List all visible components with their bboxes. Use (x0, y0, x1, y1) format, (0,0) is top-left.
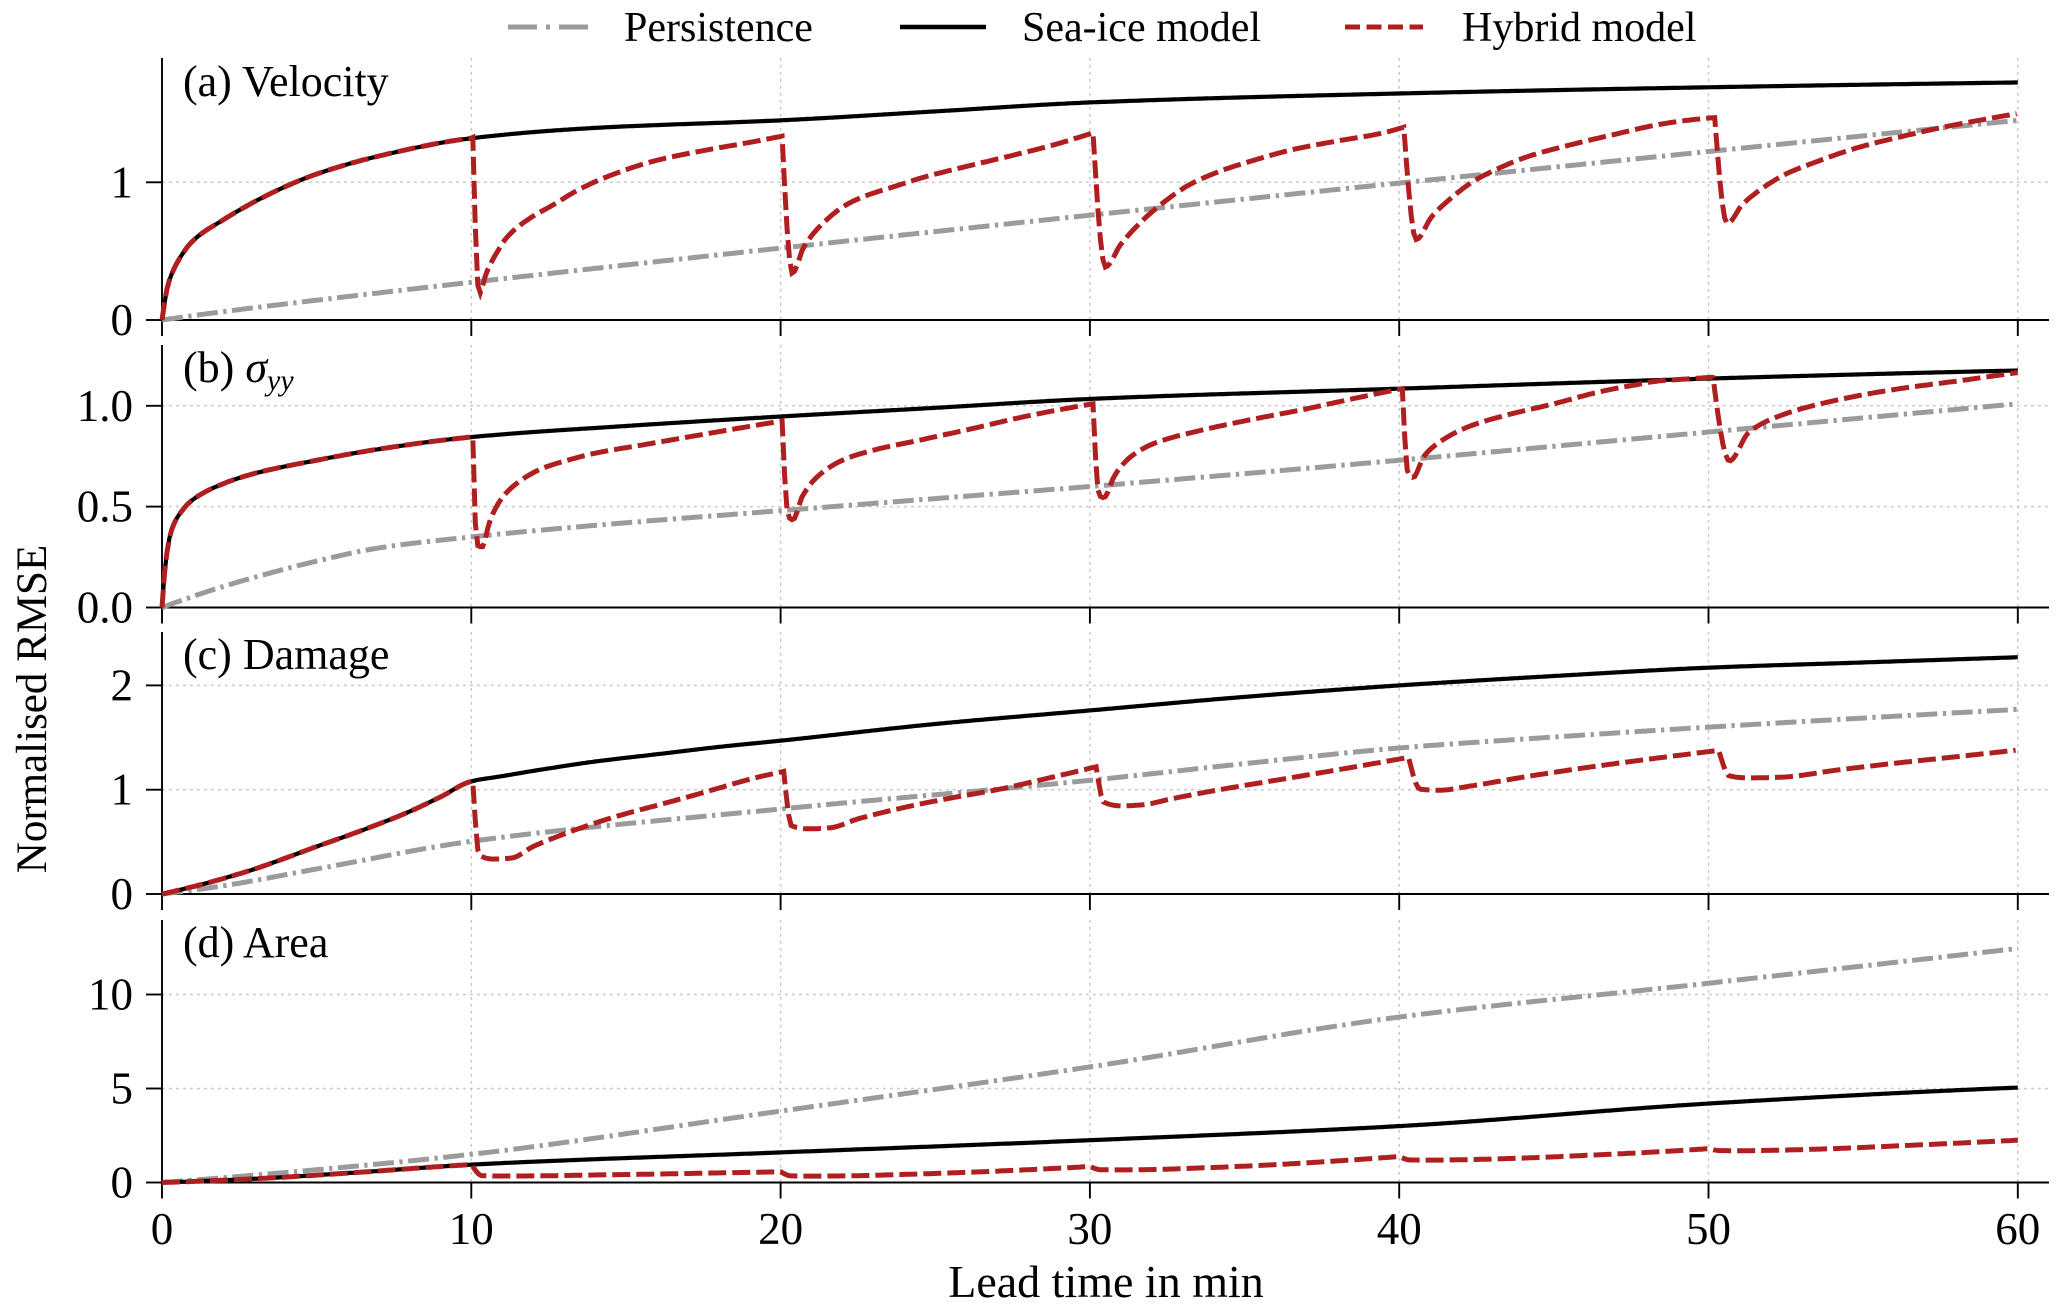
svg-text:(d) Area: (d) Area (183, 918, 328, 967)
svg-text:1.0: 1.0 (77, 381, 133, 431)
svg-text:Sea-ice model: Sea-ice model (1022, 5, 1261, 51)
svg-text:0.5: 0.5 (77, 482, 133, 532)
svg-text:10: 10 (88, 970, 133, 1020)
svg-text:Lead time in min: Lead time in min (948, 1256, 1264, 1307)
svg-text:2: 2 (111, 660, 134, 710)
svg-text:0: 0 (111, 869, 134, 919)
svg-text:20: 20 (758, 1204, 803, 1254)
svg-text:0.0: 0.0 (77, 583, 133, 633)
svg-text:40: 40 (1377, 1204, 1422, 1254)
svg-text:5: 5 (111, 1064, 134, 1114)
svg-text:1: 1 (111, 765, 134, 815)
svg-text:1: 1 (111, 157, 134, 207)
svg-text:10: 10 (449, 1204, 494, 1254)
svg-text:Persistence: Persistence (624, 5, 813, 51)
svg-text:50: 50 (1686, 1204, 1731, 1254)
svg-text:(a) Velocity: (a) Velocity (183, 57, 389, 106)
svg-text:0: 0 (111, 1158, 134, 1208)
svg-text:60: 60 (1995, 1204, 2040, 1254)
svg-text:30: 30 (1067, 1204, 1112, 1254)
svg-text:Hybrid model: Hybrid model (1462, 5, 1696, 51)
svg-text:(c) Damage: (c) Damage (183, 630, 389, 679)
svg-text:Normalised RMSE: Normalised RMSE (9, 545, 56, 873)
svg-text:0: 0 (111, 295, 134, 345)
svg-text:0: 0 (151, 1204, 174, 1254)
